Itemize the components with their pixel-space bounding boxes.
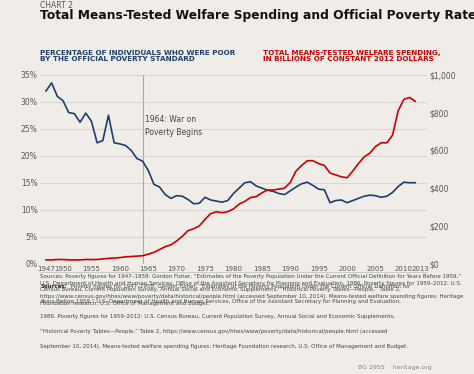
Text: 1986. Poverty figures for 1959–2012: U.S. Census Bureau, Current Population Surv: 1986. Poverty figures for 1959–2012: U.S… (40, 314, 395, 319)
Text: PERCENTAGE OF INDIVIDUALS WHO WERE POOR: PERCENTAGE OF INDIVIDUALS WHO WERE POOR (40, 50, 236, 56)
Text: IN BILLIONS OF CONSTANT 2012 DOLLARS: IN BILLIONS OF CONSTANT 2012 DOLLARS (263, 56, 434, 62)
Text: Sources:: Sources: (40, 283, 67, 289)
Text: Sources: Poverty figures for 1947–1958: Gordon Fisher, “Estimates of the Poverty: Sources: Poverty figures for 1947–1958: … (40, 274, 464, 306)
Text: 1964: War on
Poverty Begins: 1964: War on Poverty Begins (146, 115, 202, 137)
Text: September 10, 2014). Means-tested welfare spending figures: Heritage Foundation : September 10, 2014). Means-tested welfar… (40, 344, 408, 349)
Text: “Historical Poverty Tables—People,” Table 2, https://www.census.gov/hhes/www/pov: “Historical Poverty Tables—People,” Tabl… (40, 329, 388, 334)
Text: Poverty figures for 1947–1958: Gordon Fisher, “Estimates of the Poverty Populati: Poverty figures for 1947–1958: Gordon Fi… (69, 283, 410, 289)
Text: BG 2955    heritage.org: BG 2955 heritage.org (358, 365, 431, 370)
Text: Years Before 1959,” U.S. Department of Health and Human Services, Office of the : Years Before 1959,” U.S. Department of H… (40, 298, 401, 304)
Text: BY THE OFFICIAL POVERTY STANDARD: BY THE OFFICIAL POVERTY STANDARD (40, 56, 195, 62)
Text: TOTAL MEANS-TESTED WELFARE SPENDING,: TOTAL MEANS-TESTED WELFARE SPENDING, (263, 50, 441, 56)
Text: CHART 2: CHART 2 (40, 1, 73, 10)
Text: Total Means-Tested Welfare Spending and Official Poverty Rate, 1947–2012: Total Means-Tested Welfare Spending and … (40, 9, 474, 22)
